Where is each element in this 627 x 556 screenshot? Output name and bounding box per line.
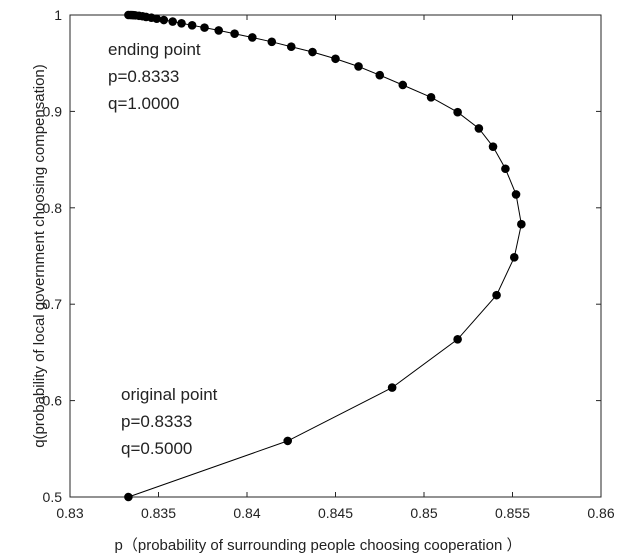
- x-tick-label: 0.83: [56, 505, 83, 521]
- trajectory-point: [124, 10, 133, 20]
- x-tick-label: 0.85: [410, 505, 437, 521]
- trajectory-point: [426, 93, 436, 102]
- trajectory-point: [375, 70, 385, 80]
- x-tick-label: 0.84: [233, 505, 260, 521]
- trajectory-point: [248, 33, 257, 42]
- y-axis-ticks: 0.5 0.6 0.7 0.8 0.9 1: [43, 7, 601, 505]
- trajectory-point: [398, 80, 408, 90]
- ending-point-annotation-line: ending point: [108, 40, 201, 59]
- trajectory-point: [501, 164, 510, 174]
- y-tick-label: 0.6: [43, 393, 63, 409]
- trajectory-point: [124, 492, 133, 502]
- trajectory-point: [453, 107, 462, 117]
- trajectory-point: [474, 124, 484, 133]
- trajectory-point: [331, 54, 340, 64]
- trajectory-point: [453, 334, 462, 344]
- original-point-annotation-line: p=0.8333: [121, 412, 192, 431]
- ending-point-annotation-line: q=1.0000: [108, 94, 179, 113]
- y-axis-label: q(probability of local government choosi…: [31, 64, 48, 448]
- trajectory-point: [168, 17, 177, 26]
- y-tick-label: 0.7: [43, 296, 63, 312]
- original-point-annotation-line: original point: [121, 385, 218, 404]
- x-tick-label: 0.845: [318, 505, 353, 521]
- trajectory-point: [517, 219, 526, 229]
- trajectory-point: [387, 383, 397, 392]
- y-tick-label: 1: [54, 7, 62, 23]
- trajectory-point: [267, 37, 277, 47]
- ending-point-annotation-line: p=0.8333: [108, 67, 179, 86]
- trajectory-point: [511, 190, 521, 199]
- trajectory-point: [488, 142, 498, 151]
- trajectory-point: [492, 290, 501, 300]
- trajectory-point: [509, 253, 519, 262]
- x-axis-label: p（probability of surrounding people choo…: [115, 537, 522, 554]
- trajectory-point: [177, 18, 186, 28]
- original-point-annotation-line: q=0.5000: [121, 439, 192, 458]
- x-tick-label: 0.86: [587, 505, 614, 521]
- series-layer: [124, 10, 526, 502]
- trajectory-point: [200, 23, 209, 32]
- y-tick-label: 0.8: [43, 200, 63, 216]
- trajectory-point: [230, 29, 239, 39]
- trajectory-point: [308, 47, 317, 57]
- x-tick-label: 0.835: [141, 505, 176, 521]
- trajectory-point: [159, 15, 169, 25]
- trajectory-point: [214, 26, 223, 35]
- trajectory-point: [187, 21, 197, 30]
- y-tick-label: 0.9: [43, 103, 63, 119]
- y-tick-label: 0.5: [43, 489, 63, 505]
- x-axis-ticks: 0.83 0.835 0.84 0.845 0.85 0.855 0.86: [56, 15, 615, 521]
- trajectory-point: [283, 436, 293, 446]
- trajectory-point: [354, 62, 363, 71]
- annotations-layer: ending point p=0.8333 q=1.0000 original poi…: [108, 40, 218, 458]
- trajectory-point: [286, 42, 296, 52]
- x-tick-label: 0.855: [495, 505, 530, 521]
